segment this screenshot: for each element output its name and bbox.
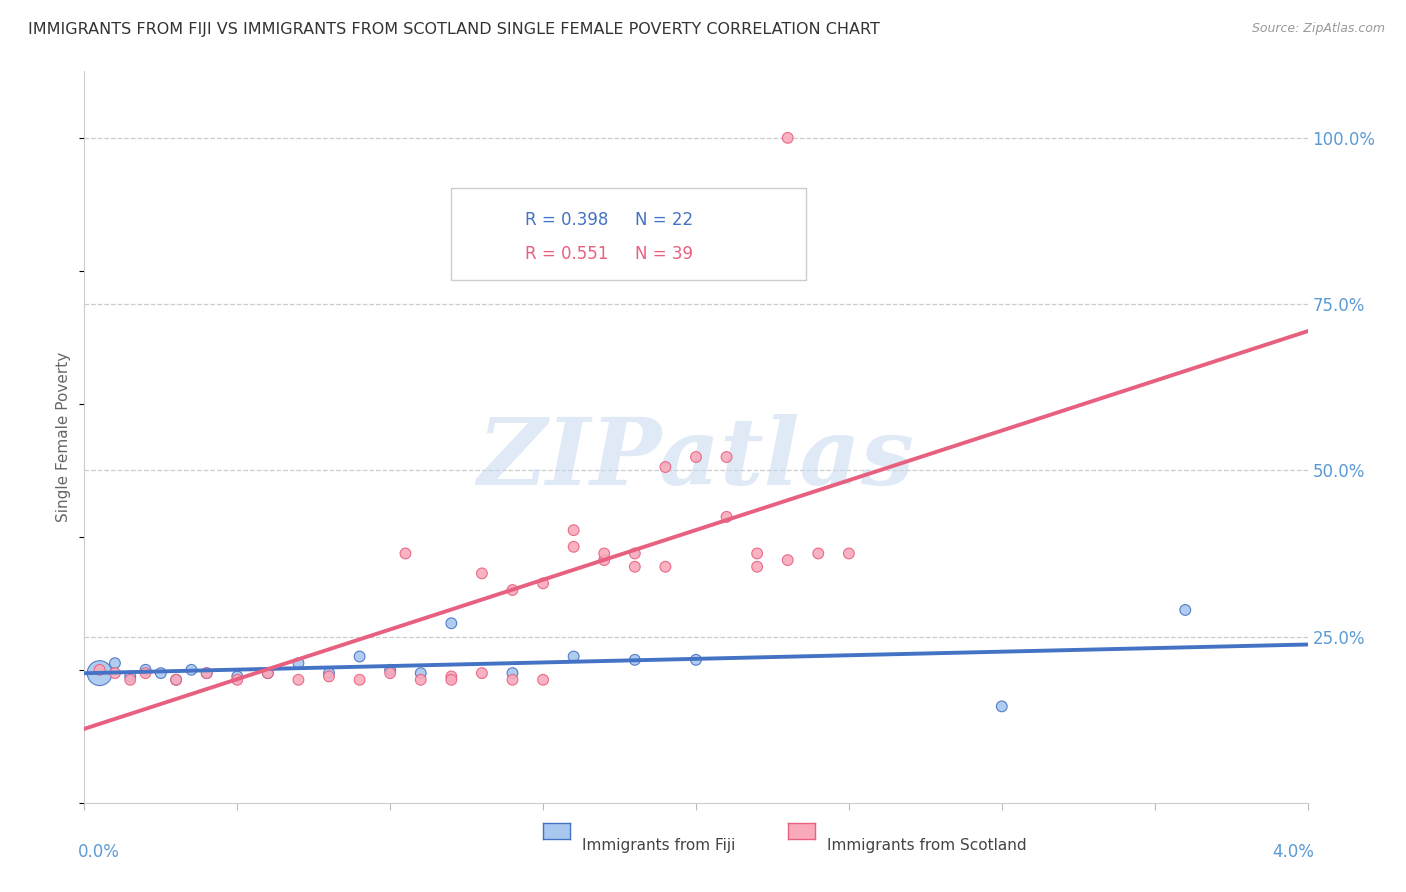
Point	[440, 673, 463, 687]
Point	[471, 666, 494, 681]
Point	[502, 582, 524, 597]
Point	[776, 553, 799, 567]
Point	[135, 663, 157, 677]
Point	[838, 546, 860, 560]
Text: Source: ZipAtlas.com: Source: ZipAtlas.com	[1251, 22, 1385, 36]
Point	[89, 666, 111, 681]
Point	[120, 673, 142, 687]
Point	[440, 616, 463, 631]
Point	[593, 546, 616, 560]
Point	[394, 546, 416, 560]
Text: IMMIGRANTS FROM FIJI VS IMMIGRANTS FROM SCOTLAND SINGLE FEMALE POVERTY CORRELATI: IMMIGRANTS FROM FIJI VS IMMIGRANTS FROM …	[28, 22, 880, 37]
Point	[471, 566, 494, 581]
Point	[195, 666, 218, 681]
Point	[440, 669, 463, 683]
Text: N = 39: N = 39	[636, 245, 693, 263]
Point	[318, 669, 340, 683]
Point	[716, 450, 738, 464]
Point	[624, 559, 647, 574]
Point	[89, 663, 111, 677]
Point	[380, 666, 402, 681]
Y-axis label: Single Female Poverty: Single Female Poverty	[56, 352, 72, 522]
Point	[380, 663, 402, 677]
Point	[531, 576, 554, 591]
Point	[165, 673, 187, 687]
Point	[104, 666, 127, 681]
Text: ZIPatlas: ZIPatlas	[478, 414, 914, 504]
Point	[747, 559, 769, 574]
Point	[226, 669, 249, 683]
Point	[409, 666, 432, 681]
Point	[562, 523, 585, 537]
Point	[257, 666, 280, 681]
Point	[654, 460, 676, 475]
FancyBboxPatch shape	[451, 188, 806, 280]
Point	[562, 540, 585, 554]
Point	[654, 559, 676, 574]
Point	[349, 649, 371, 664]
Point	[180, 663, 202, 677]
Point	[624, 546, 647, 560]
Point	[409, 673, 432, 687]
Point	[776, 131, 799, 145]
Point	[226, 673, 249, 687]
Text: 0.0%: 0.0%	[79, 843, 120, 861]
Text: R = 0.398: R = 0.398	[524, 211, 607, 229]
Point	[747, 546, 769, 560]
Point	[807, 546, 830, 560]
Point	[257, 666, 280, 681]
Point	[502, 673, 524, 687]
Point	[593, 553, 616, 567]
Text: Immigrants from Scotland: Immigrants from Scotland	[827, 838, 1026, 853]
Point	[685, 450, 707, 464]
Point	[135, 666, 157, 681]
Point	[562, 649, 585, 664]
Point	[104, 656, 127, 670]
Point	[531, 673, 554, 687]
Point	[349, 673, 371, 687]
Point	[502, 666, 524, 681]
Text: 4.0%: 4.0%	[1272, 843, 1313, 861]
Text: N = 22: N = 22	[636, 211, 693, 229]
Text: R = 0.551: R = 0.551	[524, 245, 607, 263]
Point	[624, 653, 647, 667]
Point	[165, 673, 187, 687]
Point	[149, 666, 172, 681]
Point	[195, 666, 218, 681]
Point	[1174, 603, 1197, 617]
Point	[287, 656, 309, 670]
Point	[287, 673, 309, 687]
Point	[685, 653, 707, 667]
Point	[716, 509, 738, 524]
Point	[120, 669, 142, 683]
Point	[318, 666, 340, 681]
Text: Immigrants from Fiji: Immigrants from Fiji	[582, 838, 735, 853]
Point	[991, 699, 1014, 714]
